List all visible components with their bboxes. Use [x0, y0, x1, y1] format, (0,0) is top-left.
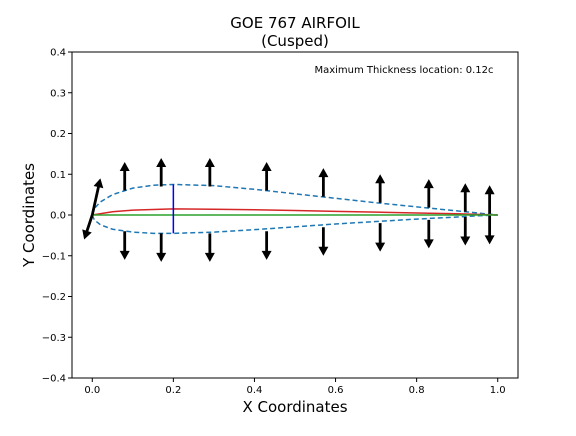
- upper-surface-line: [91, 183, 498, 216]
- normal-arrow: [460, 217, 471, 246]
- normal-arrow: [375, 223, 386, 252]
- normal-arrow: [423, 179, 434, 208]
- x-tick-label: 0.0: [84, 385, 100, 396]
- normal-arrow: [90, 178, 104, 216]
- normal-arrow: [82, 214, 94, 240]
- normal-arrow: [119, 231, 130, 260]
- normal-arrow: [484, 185, 495, 214]
- normal-arrow: [156, 157, 167, 187]
- normal-arrow: [423, 219, 434, 249]
- y-tick-label: −0.3: [42, 333, 66, 344]
- chart-title: GOE 767 AIRFOIL: [230, 14, 360, 32]
- x-tick-label: 0.8: [409, 385, 425, 396]
- normal-arrow: [375, 174, 386, 203]
- normal-arrow: [204, 157, 215, 187]
- normal-arrow: [204, 233, 215, 262]
- normal-arrow: [318, 227, 329, 256]
- y-axis-label: Y Coordinates: [20, 163, 38, 268]
- x-axis-label: X Coordinates: [242, 398, 347, 416]
- y-tick-label: −0.1: [42, 251, 66, 262]
- y-tick-label: 0.4: [50, 48, 66, 59]
- normal-arrow: [261, 231, 272, 260]
- normal-arrow: [460, 183, 471, 212]
- lower-surface-line: [91, 214, 498, 235]
- x-tick-label: 1.0: [490, 385, 506, 396]
- x-tick-label: 0.4: [247, 385, 263, 396]
- normal-arrow: [484, 215, 495, 245]
- x-tick-label: 0.6: [328, 385, 344, 396]
- y-tick-label: 0.3: [50, 88, 66, 99]
- y-tick-label: −0.4: [42, 374, 66, 385]
- normal-arrow: [156, 233, 167, 262]
- normal-arrow: [318, 168, 329, 197]
- normal-arrow: [119, 162, 130, 191]
- y-tick-label: 0.1: [50, 170, 66, 181]
- chart-subtitle: (Cusped): [261, 32, 329, 50]
- y-tick-label: 0.0: [50, 211, 66, 222]
- x-tick-label: 0.2: [165, 385, 181, 396]
- normal-arrow: [261, 162, 272, 191]
- plot-area: 0.0 0.2 0.4 0.6 0.8 1.0 −0.4 −0.3 −0.2 −0.1 0.0 0.1…: [42, 48, 506, 397]
- camber-line: [92, 208, 498, 216]
- y-tick-label: 0.2: [50, 129, 66, 140]
- max-thickness-annotation: Maximum Thickness location: 0.12c: [314, 65, 493, 76]
- y-tick-label: −0.2: [42, 292, 66, 303]
- axes-frame: [71, 51, 519, 379]
